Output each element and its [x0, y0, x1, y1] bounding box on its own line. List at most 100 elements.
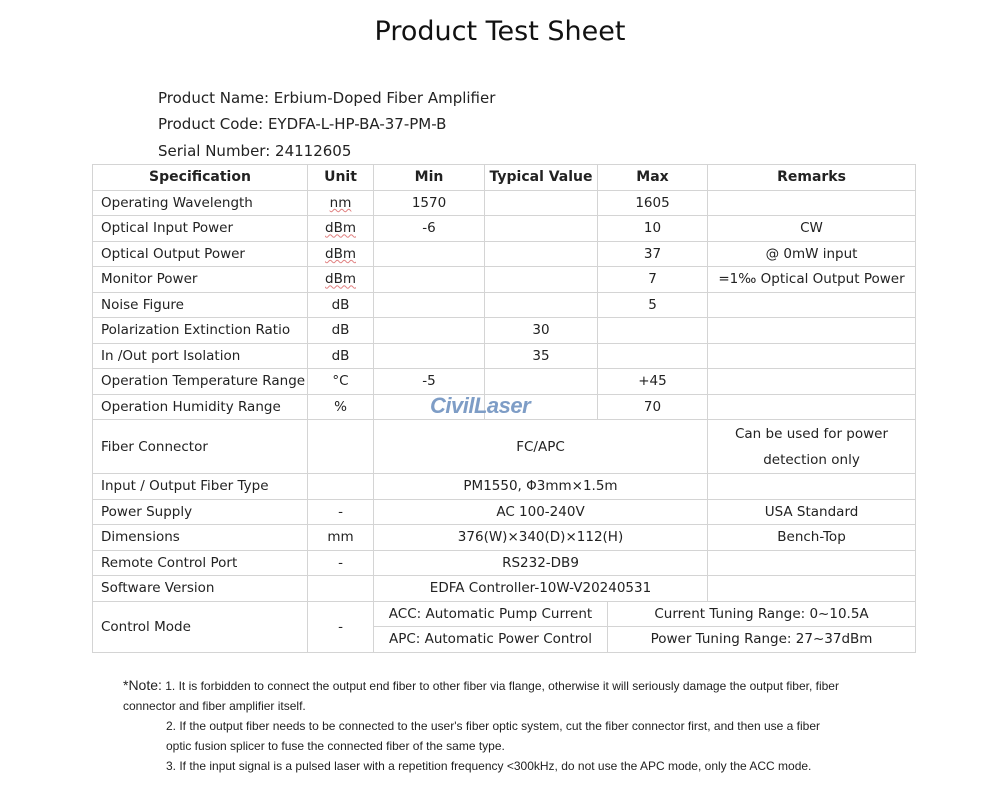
unit: dB — [307, 291, 374, 318]
value: PM1550, Φ3mm×1.5m — [372, 473, 709, 500]
remarks — [707, 317, 917, 344]
unit-text: dBm — [325, 220, 356, 237]
column-header: Max — [596, 164, 709, 191]
unit: - — [307, 549, 374, 576]
typical — [484, 189, 598, 216]
unit — [307, 575, 374, 602]
min: -5 — [373, 368, 485, 395]
column-header: Unit — [307, 164, 374, 191]
max: 7 — [596, 266, 709, 293]
unit: % — [307, 393, 374, 420]
notes: *Note: 1. It is forbidden to connect the… — [123, 675, 843, 776]
note-3: 3. If the input signal is a pulsed laser… — [166, 759, 812, 773]
column-header: Specification — [92, 164, 308, 191]
min — [373, 240, 485, 267]
table-row: Operating Wavelength nm 1570 1605 — [92, 189, 917, 216]
table-row: Software Version EDFA Controller-10W-V202… — [92, 575, 917, 602]
min — [373, 291, 485, 318]
table-row: Optical Input Power dBm -6 10 CW — [92, 215, 917, 242]
note-prefix: *Note: — [123, 677, 162, 693]
spec-name: Input / Output Fiber Type — [92, 473, 308, 500]
remarks: @ 0mW input — [707, 240, 917, 267]
unit-text: dBm — [325, 245, 356, 262]
page-title: Product Test Sheet — [374, 16, 626, 47]
apc-mode: APC: Automatic Power Control — [373, 626, 608, 653]
note-2: 2. If the output fiber needs to be conne… — [166, 719, 820, 753]
table-row: Dimensions mm 376(W)×340(D)×112(H) Bench-To… — [92, 524, 917, 551]
remarks — [707, 575, 917, 602]
unit: dBm — [307, 240, 374, 267]
table-row: Operation Temperature Range °C -5 +45 — [92, 368, 917, 395]
spec-name: In /Out port Isolation — [92, 342, 308, 369]
column-header: Typical Value — [484, 164, 598, 191]
typical — [484, 291, 598, 318]
table-row: Noise Figure dB 5 — [92, 291, 917, 318]
max: 37 — [596, 240, 709, 267]
spec-name: Polarization Extinction Ratio — [92, 317, 308, 344]
min — [373, 317, 485, 344]
remarks: =1‰ Optical Output Power — [707, 266, 917, 293]
table-row: Fiber Connector FC/APC Can be used for pow… — [92, 419, 917, 474]
table-row: Input / Output Fiber Type PM1550, Φ3mm×1.… — [92, 473, 917, 500]
value: 376(W)×340(D)×112(H) — [372, 524, 709, 551]
min — [373, 266, 485, 293]
remarks — [707, 189, 917, 216]
watermark-logo: CivilLaser — [430, 393, 531, 418]
table-row: APC: Automatic Power Control Power Tuning… — [93, 626, 917, 653]
value: AC 100-240V — [372, 498, 709, 525]
header-row: Specification Unit Min Typical Value Max Rema… — [92, 164, 917, 191]
acc-range: Current Tuning Range: 0~10.5A — [606, 600, 917, 627]
max — [596, 342, 709, 369]
note-1: 1. It is forbidden to connect the output… — [123, 679, 839, 713]
table-row: Monitor Power dBm 7 =1‰ Optical Output Powe… — [92, 266, 917, 293]
spec-name: Noise Figure — [92, 291, 308, 318]
spec-name: Optical Input Power — [92, 215, 308, 242]
table-row: Polarization Extinction Ratio dB 30 — [92, 317, 917, 344]
spec-name: Power Supply — [92, 498, 308, 525]
max: 70 — [596, 393, 709, 420]
max: 5 — [596, 291, 709, 318]
remarks — [707, 473, 917, 500]
remarks: USA Standard — [707, 498, 917, 525]
typical — [484, 368, 598, 395]
spec-name: Software Version — [92, 575, 308, 602]
unit-text: dBm — [325, 271, 356, 288]
remarks — [707, 549, 917, 576]
table-row: Operation Humidity Range% 70 — [92, 393, 917, 420]
table-row: Optical Output Power dBm 37 @ 0mW input — [92, 240, 917, 267]
spec-name: Fiber Connector — [92, 419, 308, 474]
table-row: In /Out port Isolation dB 35 — [92, 342, 917, 369]
typical — [484, 266, 598, 293]
column-header: Remarks — [707, 164, 917, 191]
value: FC/APC — [372, 419, 709, 474]
spec-name: Monitor Power — [92, 266, 308, 293]
remarks: CW — [707, 215, 917, 242]
spec-name: Dimensions — [92, 524, 308, 551]
remarks — [707, 393, 917, 420]
min: 1570 — [373, 189, 485, 216]
spec-name: Operating Wavelength — [92, 189, 308, 216]
unit: nm — [307, 189, 374, 216]
product-code: Product Code: EYDFA-L-HP-BA-37-PM-B — [158, 115, 447, 133]
unit — [307, 473, 374, 500]
typical — [484, 393, 598, 420]
typical — [484, 215, 598, 242]
remarks — [707, 291, 917, 318]
remarks: Can be used for power detection only — [707, 419, 917, 474]
unit: - — [307, 498, 374, 525]
remarks — [707, 368, 917, 395]
typical: 35 — [484, 342, 598, 369]
max: 10 — [596, 215, 709, 242]
acc-mode: ACC: Automatic Pump Current — [373, 600, 608, 627]
min: -6 — [373, 215, 485, 242]
unit: dBm — [307, 215, 374, 242]
table-row: Power Supply - AC 100-240V USA Standard — [92, 498, 917, 525]
unit — [307, 419, 374, 474]
serial-number: Serial Number: 24112605 — [158, 142, 352, 160]
spec-name: Operation Temperature Range — [92, 368, 308, 395]
unit: mm — [307, 524, 374, 551]
column-header: Min — [373, 164, 485, 191]
unit: - — [307, 600, 374, 653]
max: 1605 — [596, 189, 709, 216]
